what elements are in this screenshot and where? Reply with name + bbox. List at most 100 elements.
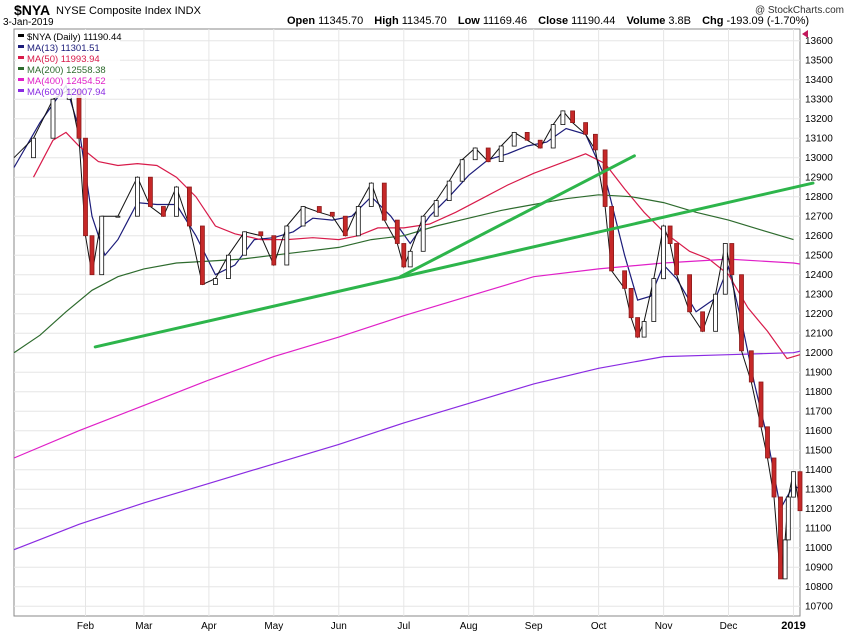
legend-label: MA(50) 11993.94 [27,54,100,65]
y-tick-label: 13300 [805,95,833,106]
x-tick-label: Oct [591,621,607,632]
price-candle [446,180,452,202]
legend-swatch [18,89,24,92]
price-candle [258,231,264,237]
price-candle [765,426,770,459]
price-candle [713,293,718,332]
index-name: NYSE Composite Index INDX [56,5,201,17]
index-name-text: NYSE Composite Index [56,5,172,17]
y-tick-label: 11700 [805,407,833,418]
close-label: Close [538,15,569,27]
price-candle [212,278,218,285]
x-tick-label: Jun [331,621,347,632]
y-tick-label: 11300 [805,485,833,496]
legend-label: MA(200) 12558.38 [27,65,106,76]
y-tick-label: 11900 [805,368,833,379]
quote-bar: Open 11345.70 High 11345.70 Low 11169.46 Cl… [287,15,817,27]
legend-swatch [18,56,24,59]
legend-label: MA(600) 12007.94 [27,87,106,98]
chg-value: -193.09 (-1.70%) [726,15,810,27]
x-tick-label: Aug [460,621,478,632]
price-candle [729,243,735,276]
volume-label: Volume [626,15,666,27]
legend-label: MA(13) 11301.51 [27,43,100,54]
trendline [399,154,636,279]
price-candle [89,235,95,276]
price-candle [628,287,634,319]
price-candle [83,137,88,237]
price-candle [609,206,614,272]
price-candle [394,219,400,244]
trendline [93,181,815,349]
legend-swatch [18,45,24,48]
price-candle [661,225,666,280]
open-value: 11345.70 [318,15,364,27]
price-candle [160,206,166,217]
x-tick-label: Dec [720,621,738,632]
price-candle [284,225,290,266]
ma-line-ma600 [13,350,801,551]
grid [14,29,800,616]
y-tick-label: 10700 [805,602,833,613]
price-candle [667,225,673,245]
date-label: 3-Jan-2019 [3,17,54,28]
last-price-marker [802,30,808,38]
y-tick-label: 11800 [805,387,833,398]
ma-line-ma200 [13,194,794,354]
y-tick-label: 12600 [805,231,833,242]
y-tick-label: 12100 [805,329,833,340]
chg-label: Chg [702,15,724,27]
price-candle [498,145,504,163]
x-tick-label: Mar [135,621,153,632]
y-tick-label: 11500 [805,446,833,457]
price-candle [485,147,491,163]
price-candle [459,159,465,182]
y-tick-label: 11200 [805,504,833,515]
price-candle [570,110,575,124]
x-tick-label: Apr [201,621,217,632]
y-tick-label: 11400 [805,465,833,476]
price-candle [635,317,640,338]
price-candle [782,539,788,580]
low-value: 11169.46 [482,15,528,27]
legend-box [16,30,120,98]
price-candle [778,496,783,580]
price-candle [583,122,588,135]
price-series [13,88,803,580]
price-candle [173,186,179,217]
price-candle [50,98,56,139]
ma-line-ma13 [13,84,801,511]
y-axis: 10700 10800 10900 11000 11100 11200 11300 11400… [805,36,833,613]
ma-line-ma400 [13,258,801,459]
price-candle [271,235,277,266]
y-tick-label: 13600 [805,36,833,47]
price-candle [381,182,387,221]
y-tick-label: 11600 [805,426,833,437]
price-candle [739,274,744,352]
y-tick-label: 10800 [805,582,833,593]
price-candle [524,131,530,141]
volume-value: 3.8B [668,15,692,27]
price-candle [242,231,248,256]
ma-line-ma50 [32,131,801,360]
price-candle [407,250,413,268]
price-candle [674,243,679,276]
legend-swatch [18,78,24,81]
price-candle [355,206,361,237]
price-candle [622,270,627,289]
price-candle [147,176,153,207]
y-tick-label: 13500 [805,56,833,67]
close-value: 11190.44 [571,15,616,27]
y-tick-label: 13200 [805,114,833,125]
price-candle [593,133,598,151]
y-tick-label: 12300 [805,290,833,301]
brand-watermark: @ StockCharts.com [754,5,844,16]
x-tick-label: May [264,621,283,632]
price-candle [199,225,205,285]
price-candle [687,274,692,313]
price-candle [797,471,803,512]
price-candle [785,496,791,541]
price-candle [602,149,608,207]
price-candle [99,215,105,276]
